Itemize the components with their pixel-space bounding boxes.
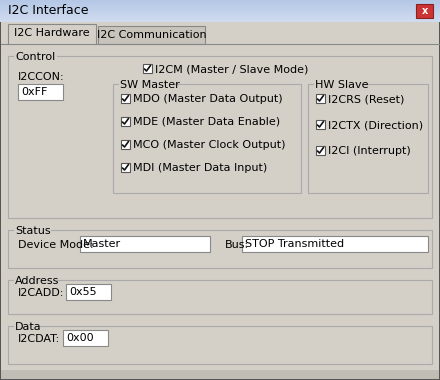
Text: MCO (Master Clock Output): MCO (Master Clock Output) xyxy=(133,140,286,150)
Bar xyxy=(0,7,440,8)
Text: I2CADD:: I2CADD: xyxy=(18,288,64,298)
Bar xyxy=(242,236,428,252)
Text: Control: Control xyxy=(15,52,55,62)
Bar xyxy=(0,15,440,16)
Text: I2CI (Interrupt): I2CI (Interrupt) xyxy=(328,146,411,156)
Text: I2CTX (Direction): I2CTX (Direction) xyxy=(328,120,423,130)
Bar xyxy=(143,64,152,73)
Text: STOP Transmitted: STOP Transmitted xyxy=(245,239,344,249)
Bar xyxy=(0,21,440,22)
Bar xyxy=(416,4,433,18)
Text: x: x xyxy=(422,6,428,16)
Text: 0xFF: 0xFF xyxy=(21,87,48,97)
Bar xyxy=(0,3,440,4)
Text: SW Master: SW Master xyxy=(120,80,180,90)
Text: 0x00: 0x00 xyxy=(66,333,94,343)
Bar xyxy=(0,8,440,9)
Bar xyxy=(0,19,440,20)
Bar xyxy=(14,322,40,332)
Bar xyxy=(0,0,440,1)
Text: HW Slave: HW Slave xyxy=(315,80,368,90)
Bar xyxy=(0,9,440,10)
Text: I2CDAT:: I2CDAT: xyxy=(18,334,60,344)
Bar xyxy=(0,1,440,2)
Bar xyxy=(14,52,56,62)
Bar xyxy=(80,236,210,252)
Bar xyxy=(8,280,432,314)
Bar xyxy=(316,94,325,103)
Bar xyxy=(8,56,432,218)
Bar xyxy=(98,26,205,44)
Bar xyxy=(308,84,428,193)
Bar xyxy=(0,16,440,17)
Text: I2CCON:: I2CCON: xyxy=(18,72,65,82)
Bar xyxy=(0,20,440,21)
Text: Address: Address xyxy=(15,276,59,286)
Bar xyxy=(316,120,325,129)
Bar xyxy=(0,4,440,5)
Text: 0x55: 0x55 xyxy=(69,287,97,297)
Bar xyxy=(0,12,440,13)
Bar xyxy=(121,94,130,103)
Bar xyxy=(1,370,439,379)
Bar xyxy=(0,6,440,7)
Text: Status: Status xyxy=(15,226,51,236)
Bar xyxy=(0,2,440,3)
Text: I2CM (Master / Slave Mode): I2CM (Master / Slave Mode) xyxy=(155,64,308,74)
Bar xyxy=(66,284,111,300)
Bar xyxy=(8,230,432,268)
Bar xyxy=(121,140,130,149)
Bar xyxy=(113,84,301,193)
Text: MDI (Master Data Input): MDI (Master Data Input) xyxy=(133,163,267,173)
Bar xyxy=(63,330,108,346)
Bar xyxy=(316,146,325,155)
Bar xyxy=(0,5,440,6)
Bar xyxy=(14,226,51,236)
Text: I2C Interface: I2C Interface xyxy=(8,4,88,17)
Bar xyxy=(119,80,172,90)
Text: I2CRS (Reset): I2CRS (Reset) xyxy=(328,94,404,104)
Bar xyxy=(14,276,56,286)
Bar xyxy=(18,84,63,100)
Bar xyxy=(121,117,130,126)
Text: I2C Hardware: I2C Hardware xyxy=(14,28,90,38)
Bar xyxy=(0,10,440,11)
Text: MDO (Master Data Output): MDO (Master Data Output) xyxy=(133,94,282,104)
Bar xyxy=(8,24,96,44)
Text: I2C Communication: I2C Communication xyxy=(97,30,206,40)
Bar xyxy=(0,14,440,15)
Bar xyxy=(314,80,362,90)
Text: Bus:: Bus: xyxy=(225,240,249,250)
Text: Device Mode:: Device Mode: xyxy=(18,240,94,250)
Bar xyxy=(0,18,440,19)
Text: MDE (Master Data Enable): MDE (Master Data Enable) xyxy=(133,117,280,127)
Bar xyxy=(0,11,440,12)
Text: Data: Data xyxy=(15,322,42,332)
Bar xyxy=(0,17,440,18)
Bar xyxy=(121,163,130,172)
Bar xyxy=(0,13,440,14)
Text: Master: Master xyxy=(83,239,121,249)
Bar xyxy=(8,326,432,364)
